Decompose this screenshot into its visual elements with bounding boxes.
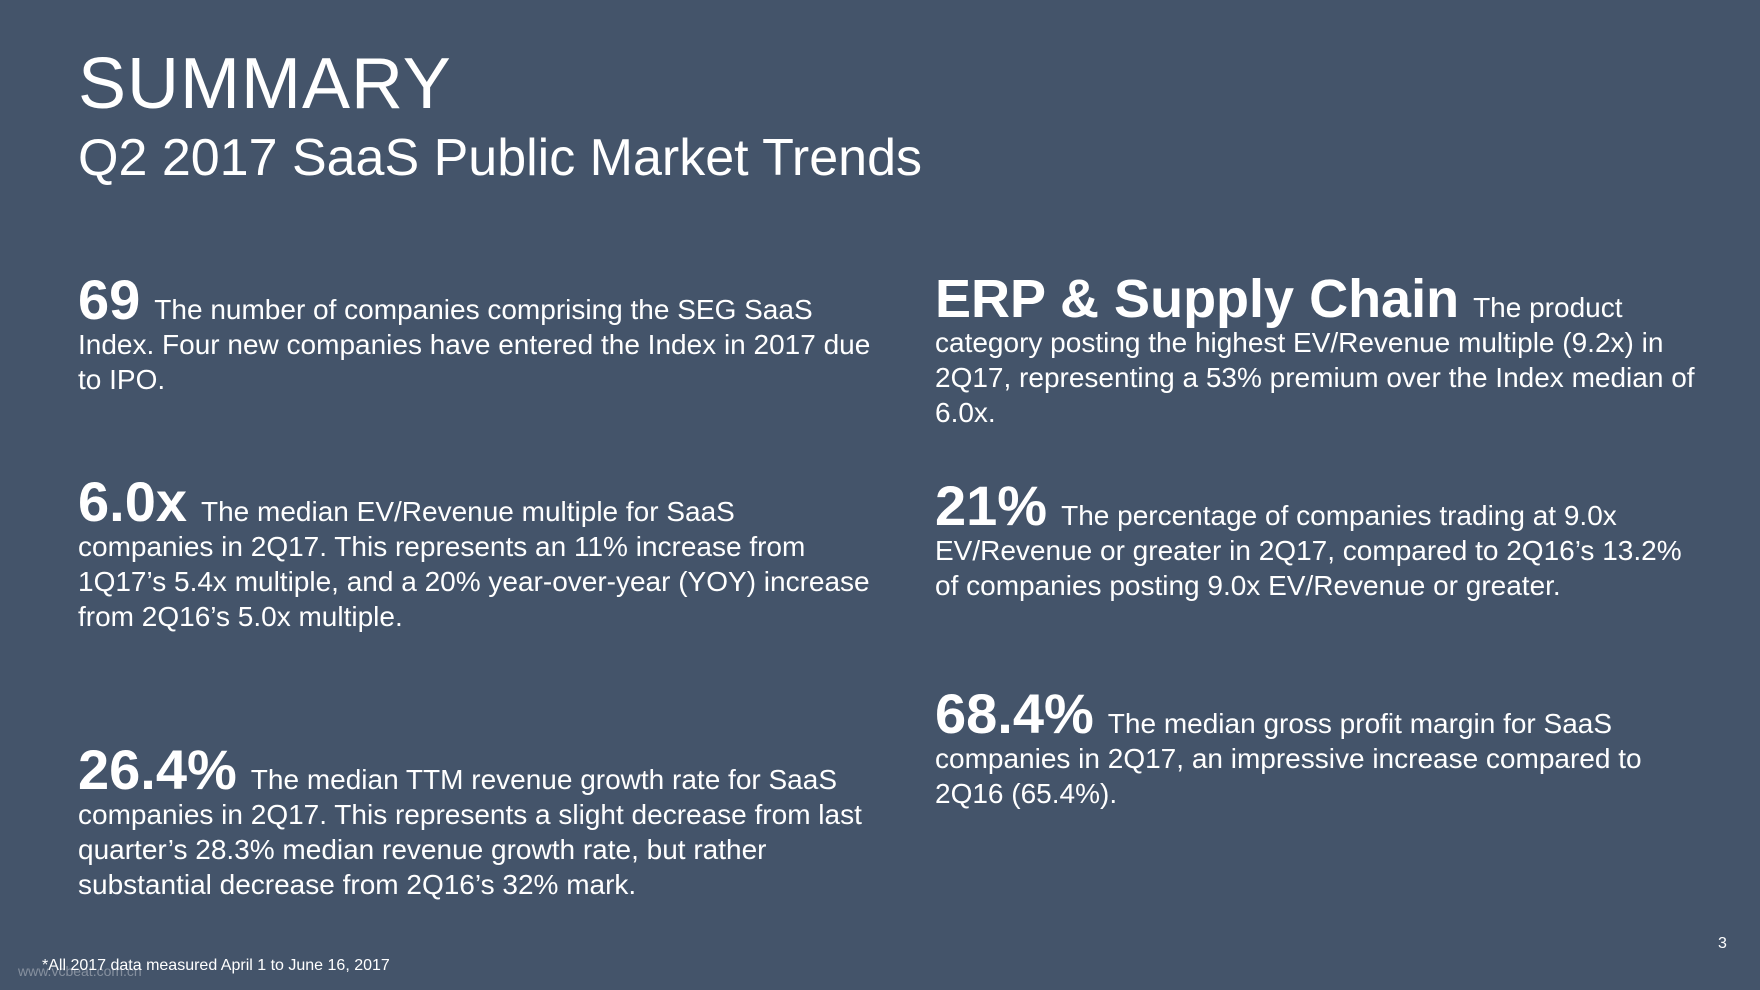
- footnote: *All 2017 data measured April 1 to June …: [42, 957, 390, 974]
- stat-figure: 69: [78, 268, 141, 331]
- stat-high-multiple-share: 21% The percentage of companies trading a…: [935, 478, 1710, 603]
- stat-figure: 68.4%: [935, 682, 1094, 745]
- stat-ev-revenue-multiple: 6.0x The median EV/Revenue multiple for S…: [78, 474, 878, 634]
- page-subtitle: Q2 2017 SaaS Public Market Trends: [78, 129, 923, 187]
- stat-description: The percentage of companies trading at 9…: [935, 500, 1682, 601]
- stat-description: The product category posting the highest…: [935, 292, 1695, 428]
- stat-figure: 6.0x: [78, 470, 187, 533]
- stat-figure: ERP & Supply Chain: [935, 269, 1460, 329]
- watermark: www.vcbeat.com.cn: [18, 963, 142, 979]
- stat-description: The median EV/Revenue multiple for SaaS …: [78, 496, 870, 632]
- stat-figure: 21%: [935, 474, 1048, 537]
- page-title: SUMMARY: [78, 44, 452, 124]
- page-number: 3: [1718, 935, 1727, 952]
- stat-gross-margin: 68.4% The median gross profit margin for …: [935, 686, 1710, 811]
- stat-description: The median gross profit margin for SaaS …: [935, 708, 1642, 809]
- stat-revenue-growth: 26.4% The median TTM revenue growth rate …: [78, 742, 878, 902]
- stat-figure: 26.4%: [78, 738, 237, 801]
- stat-description: The number of companies comprising the S…: [78, 294, 871, 395]
- stat-description: The median TTM revenue growth rate for S…: [78, 764, 862, 900]
- stat-top-category: ERP & Supply Chain The product category p…: [935, 272, 1710, 430]
- stat-company-count: 69 The number of companies comprising the…: [78, 272, 878, 397]
